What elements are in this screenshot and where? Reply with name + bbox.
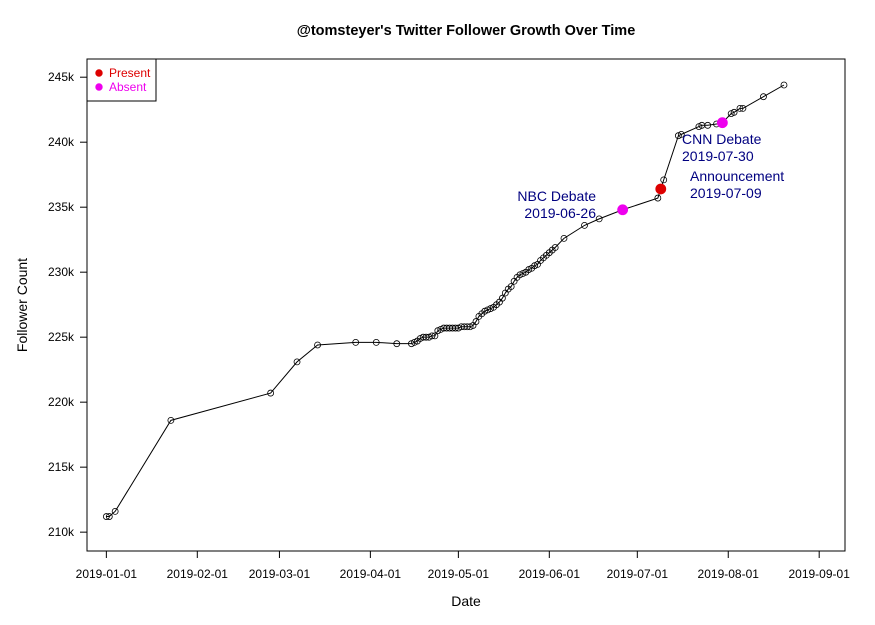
data-point — [167, 416, 175, 424]
data-point — [102, 513, 110, 520]
x-axis: 2019-01-01 2019-02-01 2019-03-01 2019-04-01… — [76, 550, 850, 581]
annotation-label: Announcement 2019-07-09 — [690, 168, 784, 201]
data-point — [551, 244, 559, 251]
data-point — [372, 338, 380, 346]
data-point — [730, 108, 738, 116]
x-tick-label: 2019-06-01 — [519, 567, 581, 581]
annotation-line: Announcement — [690, 168, 784, 184]
x-tick-label: 2019-09-01 — [788, 567, 850, 581]
data-point — [660, 176, 668, 184]
x-tick-label: 2019-01-01 — [76, 567, 138, 581]
y-axis: 210k 215k 220k 225k 230k 235k 240k 245k — [48, 70, 88, 539]
legend-label: Present — [109, 66, 151, 80]
data-point — [105, 513, 113, 520]
data-point — [314, 341, 321, 349]
annotation-line: 2019-07-09 — [690, 185, 762, 201]
data-point — [654, 194, 662, 202]
data-point — [760, 93, 767, 101]
x-tick-label: 2019-07-01 — [607, 567, 669, 581]
annotation-line: NBC Debate — [517, 188, 596, 204]
highlight-points — [617, 117, 728, 216]
x-tick-label: 2019-02-01 — [167, 567, 229, 581]
y-tick-label: 215k — [48, 460, 75, 474]
data-point — [498, 294, 506, 302]
data-point — [780, 81, 788, 89]
data-point — [677, 130, 685, 138]
annotation-label: NBC Debate 2019-06-26 — [517, 188, 596, 221]
y-tick-label: 235k — [48, 200, 75, 214]
annotation-line: 2019-07-30 — [682, 148, 754, 164]
annotation-line: 2019-06-26 — [524, 205, 596, 221]
data-point — [352, 338, 360, 346]
x-axis-label: Date — [451, 593, 481, 609]
y-tick-label: 210k — [48, 525, 75, 539]
chart-title: @tomsteyer's Twitter Follower Growth Ove… — [297, 23, 636, 39]
highlight-point-present — [655, 183, 667, 195]
data-point — [739, 104, 747, 112]
highlight-point-absent — [617, 204, 629, 216]
series-line — [106, 84, 785, 518]
data-point — [595, 215, 603, 223]
data-point — [581, 221, 588, 229]
legend-marker — [95, 83, 103, 91]
y-tick-label: 230k — [48, 265, 75, 279]
data-point — [704, 121, 712, 129]
annotations: NBC Debate 2019-06-26 CNN Debate 2019-07-30… — [517, 131, 784, 221]
x-tick-label: 2019-05-01 — [428, 567, 490, 581]
y-tick-label: 240k — [48, 135, 75, 149]
data-point — [428, 332, 436, 340]
x-tick-label: 2019-04-01 — [340, 567, 402, 581]
data-point — [560, 234, 568, 242]
data-point — [736, 104, 744, 112]
y-tick-label: 225k — [48, 330, 75, 344]
y-tick-label: 245k — [48, 70, 75, 84]
annotation-line: CNN Debate — [682, 131, 762, 147]
data-point — [472, 318, 480, 325]
annotation-label: CNN Debate 2019-07-30 — [682, 131, 762, 164]
data-point — [111, 507, 119, 515]
data-point — [507, 283, 515, 290]
legend-label: Absent — [109, 80, 147, 94]
y-axis-label: Follower Count — [14, 258, 30, 352]
data-point — [267, 389, 275, 397]
x-tick-label: 2019-03-01 — [249, 567, 311, 581]
data-point — [431, 332, 439, 340]
x-tick-label: 2019-08-01 — [698, 567, 760, 581]
data-point — [393, 340, 401, 348]
y-tick-label: 220k — [48, 395, 75, 409]
legend-box — [86, 58, 157, 102]
highlight-point-absent — [716, 117, 728, 129]
legend-marker — [95, 69, 103, 77]
data-point — [293, 358, 301, 366]
